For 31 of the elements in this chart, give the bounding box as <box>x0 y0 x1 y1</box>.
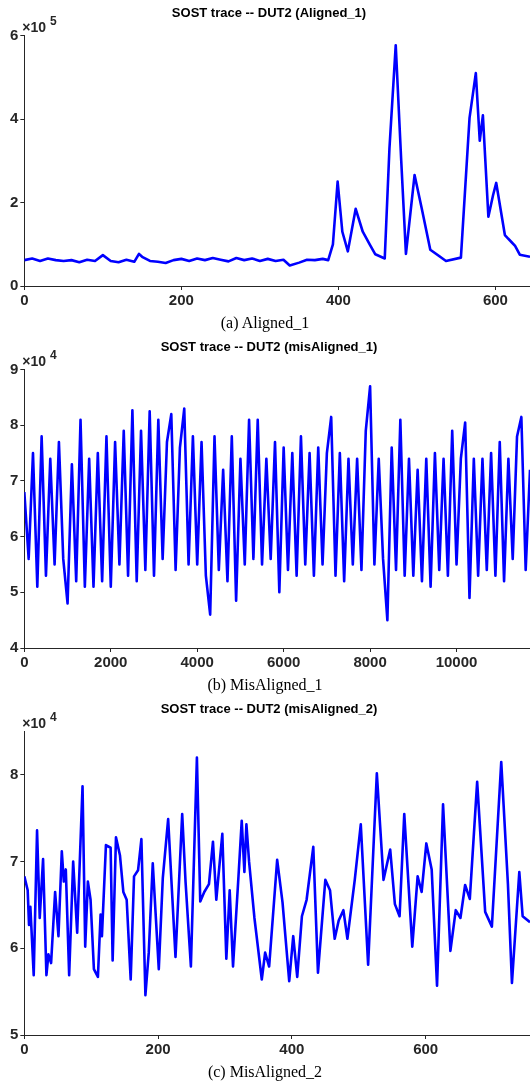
y-tick-label: 8 <box>10 415 19 433</box>
y-tick-label: 7 <box>10 471 19 489</box>
x-tick-label: 6000 <box>266 653 301 671</box>
text: (a) Aligned_1 <box>219 313 311 334</box>
y-tick-label: 4 <box>10 109 19 127</box>
chart-title: SOST trace -- DUT2 (misAligned_1) <box>160 339 378 355</box>
y-tick-label: 6 <box>10 938 19 956</box>
text: (b) MisAligned_1 <box>206 675 324 696</box>
x-tick-label: 600 <box>413 1040 439 1058</box>
x-tick-label: 400 <box>279 1040 305 1058</box>
x-tick-label: 8000 <box>353 653 387 671</box>
y-tick-label: 0 <box>10 276 19 294</box>
y-tick-label: 5 <box>10 582 19 600</box>
chart-title: SOST trace -- DUT2 (Aligned_1) <box>171 5 367 21</box>
y-tick-label: 4 <box>10 638 19 656</box>
y-tick-label: 7 <box>10 851 19 869</box>
x-tick-label: 600 <box>482 291 508 309</box>
y-tick-label: 2 <box>10 192 19 210</box>
y-tick-label: 8 <box>10 765 19 783</box>
x-tick-label: 400 <box>325 291 351 309</box>
y-tick-label: 6 <box>10 526 19 544</box>
text: (c) MisAligned_2 <box>206 1062 324 1083</box>
y-tick-label: 5 <box>10 1025 19 1043</box>
x-tick-label: 10000 <box>435 653 478 671</box>
x-tick-label: 200 <box>145 1040 171 1058</box>
x-tick-label: 2000 <box>94 653 128 671</box>
x-tick-label: 200 <box>168 291 194 309</box>
y-tick-label: 9 <box>10 359 19 377</box>
chart-title: SOST trace -- DUT2 (misAligned_2) <box>160 701 378 717</box>
x-tick-label: 4000 <box>180 653 214 671</box>
y-tick-label: 6 <box>10 25 19 43</box>
